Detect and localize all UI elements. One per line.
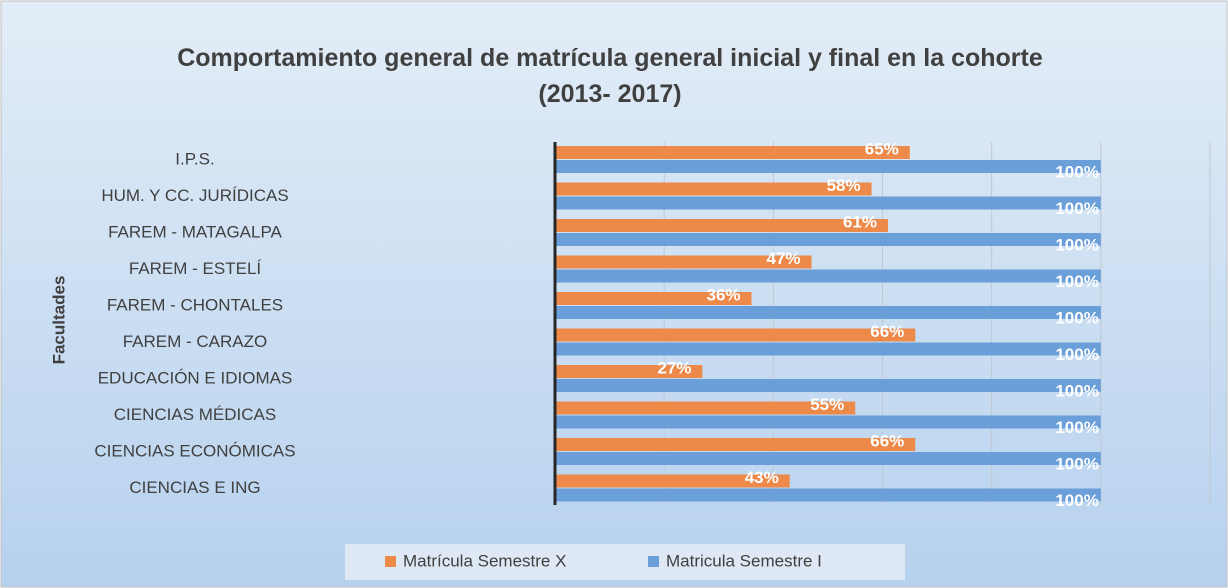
bar [555, 219, 888, 232]
data-label: 65% [865, 139, 899, 158]
data-label: 100% [1055, 381, 1098, 400]
data-label: 58% [827, 176, 861, 195]
bar [555, 196, 1101, 210]
bar [555, 306, 1101, 319]
legend-swatch [385, 556, 396, 567]
bar [555, 328, 916, 342]
legend-swatch [648, 556, 659, 567]
data-label: 100% [1055, 345, 1098, 364]
bar [555, 255, 812, 269]
data-label: 100% [1055, 199, 1098, 218]
y-tick-label: FAREM - CHONTALES [107, 295, 283, 314]
data-label: 100% [1055, 454, 1098, 473]
data-label: 47% [767, 249, 801, 268]
data-label: 100% [1055, 162, 1098, 181]
y-axis-label: Facultades [49, 276, 68, 365]
y-tick-label: CIENCIAS MÉDICAS [114, 405, 276, 424]
bar [555, 401, 856, 415]
bar [555, 415, 1101, 429]
data-label: 100% [1055, 418, 1098, 437]
legend-label: Matricula Semestre I [666, 551, 822, 570]
y-tick-label: FAREM - CARAZO [123, 332, 268, 351]
bar [555, 182, 872, 196]
bar [555, 474, 790, 488]
bar [555, 292, 752, 305]
data-label: 61% [843, 212, 877, 231]
data-label: 27% [657, 358, 691, 377]
legend-box [345, 544, 905, 580]
bar [555, 342, 1101, 356]
data-label: 100% [1055, 272, 1098, 291]
bar [555, 438, 916, 451]
bar [555, 488, 1101, 502]
y-tick-label: FAREM - MATAGALPA [108, 222, 282, 241]
bar [555, 160, 1101, 173]
y-tick-label: HUM. Y CC. JURÍDICAS [101, 186, 288, 205]
data-label: 36% [706, 285, 740, 304]
data-label: 100% [1055, 491, 1098, 510]
data-label: 55% [810, 395, 844, 414]
legend-label: Matrícula Semestre X [403, 551, 566, 570]
bar [555, 269, 1101, 283]
data-label: 100% [1055, 235, 1098, 254]
data-label: 66% [870, 322, 904, 341]
y-tick-label: CIENCIAS E ING [129, 478, 260, 497]
y-tick-label: FAREM - ESTELÍ [129, 259, 262, 278]
data-label: 43% [745, 468, 779, 487]
data-label: 66% [870, 431, 904, 450]
chart-title: Comportamiento general de matrícula gene… [177, 44, 1043, 108]
data-label: 100% [1055, 308, 1098, 327]
bar [555, 233, 1101, 246]
y-tick-label: CIENCIAS ECONÓMICAS [94, 441, 295, 460]
bar [555, 365, 703, 378]
y-tick-label: EDUCACIÓN E IDIOMAS [98, 368, 293, 387]
bar [555, 146, 910, 159]
y-tick-label: I.P.S. [175, 149, 214, 168]
bar [555, 379, 1101, 392]
bar [555, 452, 1101, 465]
